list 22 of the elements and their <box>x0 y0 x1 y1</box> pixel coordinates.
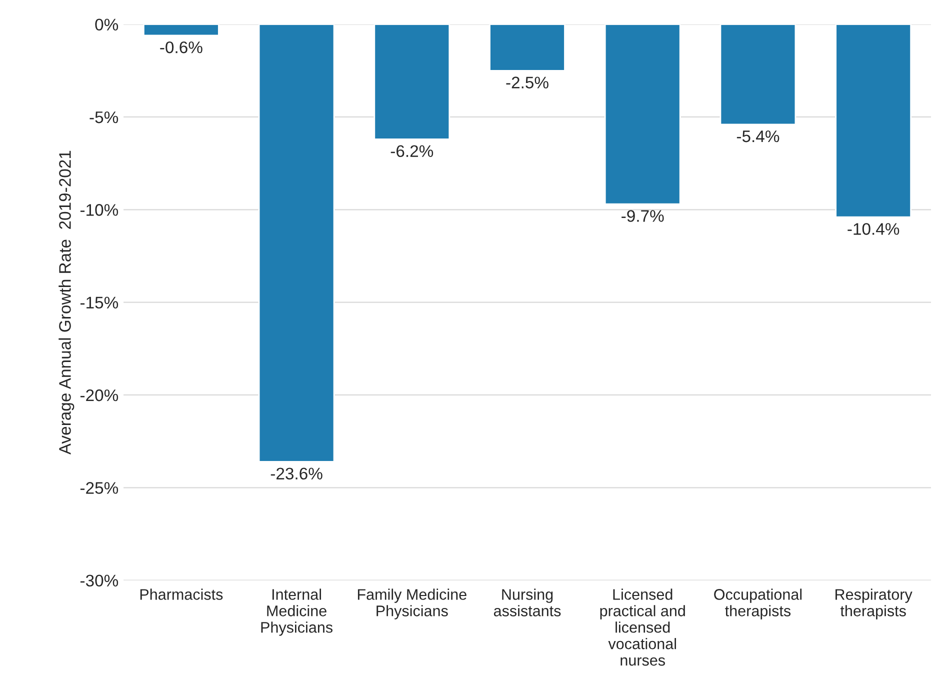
y-tick-label: -15% <box>80 296 118 309</box>
y-tick-label: -30% <box>80 574 118 587</box>
y-axis-title: Average Annual Growth Rate 2019-2021 <box>58 150 74 455</box>
data-label: -9.7% <box>622 210 664 222</box>
data-label: -23.6% <box>270 468 322 480</box>
data-label: -6.2% <box>390 145 434 158</box>
x-tick-label: Family Medicine Physicians <box>358 588 466 620</box>
y-tick-label: 0% <box>95 18 118 31</box>
x-tick-label: Occupational therapists <box>714 588 802 620</box>
y-tick-label: -25% <box>80 482 118 494</box>
data-label: -2.5% <box>506 76 548 88</box>
x-tick-label: Internal Medicine Physicians <box>261 588 332 636</box>
x-tick-label: Respiratory therapists <box>836 588 912 620</box>
data-label: -5.4% <box>736 130 780 142</box>
data-label: -0.6% <box>160 41 202 54</box>
data-label: -10.4% <box>848 223 900 235</box>
y-tick-label: -20% <box>80 389 118 402</box>
x-tick-label: Nursing assistants <box>494 588 561 616</box>
y-tick-label: -10% <box>80 204 118 216</box>
y-tick-label: -5% <box>90 111 118 124</box>
x-tick-label: Licensed practical and licensed vocational nurses <box>600 588 685 666</box>
x-tick-label: Pharmacists <box>140 588 223 600</box>
